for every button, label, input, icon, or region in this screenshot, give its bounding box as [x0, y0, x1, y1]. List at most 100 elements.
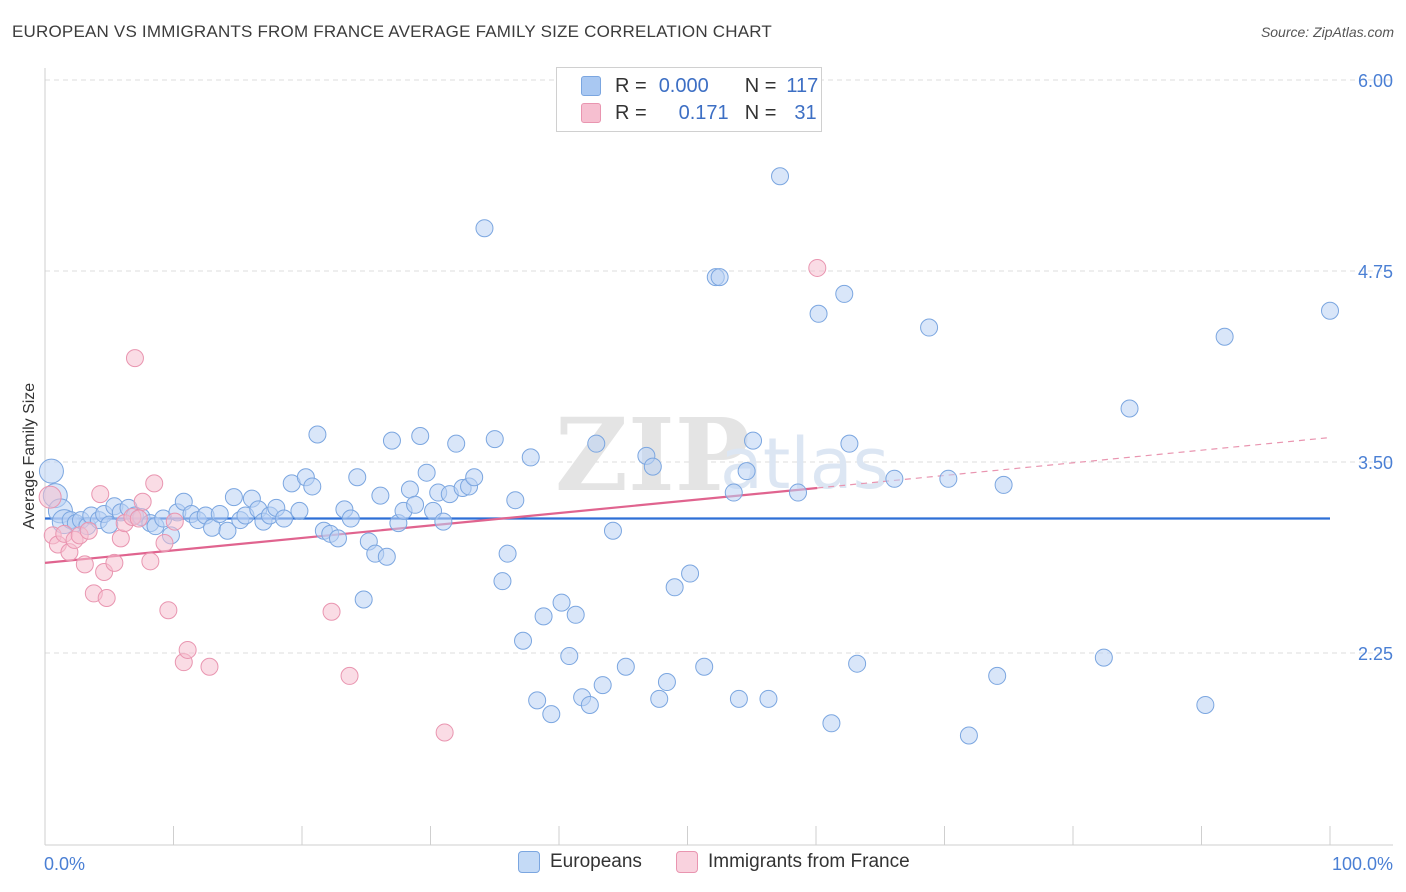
series-legend: Europeans Immigrants from France	[0, 851, 1406, 879]
point-europeans	[710, 268, 729, 287]
point-europeans	[521, 448, 540, 467]
x-tick-label: 0.0%	[44, 854, 85, 874]
point-europeans	[475, 219, 494, 238]
point-europeans	[771, 167, 790, 186]
point-immigrants	[159, 601, 178, 620]
point-europeans	[665, 578, 684, 597]
point-europeans	[465, 468, 484, 487]
point-europeans	[587, 434, 606, 453]
point-europeans	[485, 430, 504, 449]
point-europeans	[822, 714, 841, 733]
point-europeans	[920, 318, 939, 337]
n-value: 117	[786, 74, 819, 97]
point-immigrants	[91, 485, 110, 504]
point-europeans	[959, 726, 978, 745]
point-europeans	[498, 544, 517, 563]
legend-swatch-immigrants	[676, 851, 698, 873]
point-europeans	[542, 705, 561, 724]
point-europeans	[341, 509, 360, 528]
point-europeans	[616, 657, 635, 676]
point-europeans	[737, 462, 756, 481]
point-europeans	[729, 689, 748, 708]
point-europeans	[643, 457, 662, 476]
point-europeans	[371, 486, 390, 505]
stats-row-immigrants: R = 0.171 N = 31	[581, 101, 817, 125]
point-europeans	[290, 501, 309, 520]
point-europeans	[552, 593, 571, 612]
r-label: R =	[615, 101, 647, 124]
axes	[44, 68, 1393, 846]
point-europeans	[580, 695, 599, 714]
point-immigrants	[105, 553, 124, 572]
point-europeans	[885, 469, 904, 488]
axis-labels: 2.25 3.50 4.75 6.00 0.0% 100.0% Average Family…	[21, 71, 1393, 874]
point-immigrants	[125, 349, 144, 368]
point-europeans	[1094, 648, 1113, 667]
point-europeans	[528, 691, 547, 710]
point-europeans	[417, 463, 436, 482]
point-europeans	[939, 469, 958, 488]
point-europeans	[840, 434, 859, 453]
legend-item-europeans[interactable]: Europeans	[518, 851, 642, 873]
point-europeans	[218, 521, 237, 540]
point-immigrants	[155, 533, 174, 552]
point-europeans	[994, 475, 1013, 494]
trend-line	[44, 486, 818, 564]
point-europeans	[308, 425, 327, 444]
chart-title: EUROPEAN VS IMMIGRANTS FROM FRANCE AVERA…	[12, 22, 772, 41]
point-europeans	[744, 431, 763, 450]
point-europeans	[434, 512, 453, 531]
point-europeans	[593, 676, 612, 695]
point-europeans	[38, 458, 64, 484]
point-europeans	[1215, 327, 1234, 346]
point-immigrants	[808, 258, 827, 277]
legend-item-immigrants[interactable]: Immigrants from France	[676, 851, 910, 873]
x-tick-label: 100.0%	[1332, 854, 1393, 874]
point-europeans	[493, 572, 512, 591]
point-europeans	[447, 434, 466, 453]
stats-legend: R = 0.000 N = 117 R = 0.171 N = 31	[556, 67, 822, 132]
legend-swatch-europeans	[581, 76, 601, 96]
legend-swatch-europeans	[518, 851, 540, 873]
point-immigrants	[129, 509, 148, 528]
point-europeans	[724, 483, 743, 502]
point-europeans	[809, 304, 828, 323]
y-axis-label: Average Family Size	[21, 383, 38, 530]
legend-label: Europeans	[550, 851, 642, 872]
y-tick-label: 6.00	[1358, 71, 1393, 91]
point-immigrants	[145, 474, 164, 493]
source-label: Source: ZipAtlas.com	[1260, 24, 1394, 40]
y-tick-label: 4.75	[1358, 262, 1393, 282]
point-immigrants	[435, 723, 454, 742]
point-europeans	[377, 547, 396, 566]
point-europeans	[411, 427, 430, 446]
point-europeans	[835, 284, 854, 303]
point-immigrants	[340, 666, 359, 685]
point-europeans	[1321, 301, 1339, 320]
point-europeans	[1196, 695, 1215, 714]
point-immigrants	[75, 555, 94, 574]
point-europeans	[695, 657, 714, 676]
y-tick-label: 2.25	[1358, 644, 1393, 664]
point-europeans	[303, 477, 322, 496]
stats-row-europeans: R = 0.000 N = 117	[581, 74, 818, 98]
point-europeans	[566, 605, 585, 624]
point-europeans	[400, 480, 419, 499]
point-europeans	[560, 647, 579, 666]
point-europeans	[224, 488, 243, 507]
point-europeans	[534, 607, 553, 626]
point-immigrants	[141, 552, 160, 571]
r-label: R =	[615, 74, 647, 97]
point-europeans	[603, 521, 622, 540]
point-europeans	[210, 504, 229, 523]
grid	[45, 79, 1393, 654]
r-value: 0.171	[678, 101, 729, 124]
point-europeans	[759, 689, 778, 708]
point-europeans	[789, 483, 808, 502]
legend-swatch-immigrants	[581, 103, 601, 123]
point-immigrants	[133, 492, 152, 511]
data-points	[38, 167, 1339, 745]
n-label: N =	[744, 74, 777, 97]
legend-label: Immigrants from France	[708, 851, 910, 872]
point-immigrants	[200, 657, 219, 676]
